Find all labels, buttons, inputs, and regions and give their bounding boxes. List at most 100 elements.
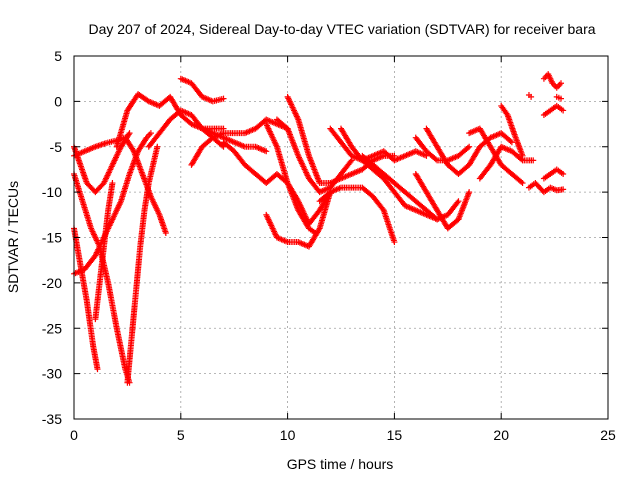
data-point-run bbox=[317, 190, 333, 230]
data-point-run bbox=[141, 181, 152, 212]
data-point-run bbox=[133, 245, 144, 294]
data-point-run bbox=[382, 172, 397, 185]
y-axis-label: SDTVAR / TECUs bbox=[5, 181, 21, 293]
series-track-27 bbox=[498, 102, 526, 159]
data-point-run bbox=[211, 96, 225, 104]
data-point-run bbox=[527, 181, 537, 190]
data-point-run bbox=[275, 117, 290, 131]
data-point-run bbox=[499, 144, 514, 154]
series-track-23 bbox=[423, 125, 515, 177]
data-point-run bbox=[499, 104, 510, 117]
data-point-run bbox=[548, 104, 559, 113]
data-point-run bbox=[125, 92, 141, 113]
data-point-run bbox=[263, 213, 280, 239]
data-point-run bbox=[542, 108, 552, 117]
data-point-run bbox=[446, 153, 460, 163]
series-track-29 bbox=[540, 71, 565, 91]
data-point-run bbox=[424, 126, 440, 149]
data-point-run bbox=[555, 167, 565, 176]
series-track-32 bbox=[540, 166, 567, 182]
data-point-run bbox=[118, 172, 133, 203]
data-point bbox=[391, 239, 398, 246]
data-point-run bbox=[221, 140, 236, 154]
data-point-run bbox=[456, 163, 471, 176]
data-point-run bbox=[424, 190, 440, 212]
data-point-run bbox=[189, 81, 205, 99]
data-point-run bbox=[511, 131, 525, 158]
data-point bbox=[109, 180, 116, 187]
data-point-run bbox=[434, 145, 450, 167]
series-track-31 bbox=[553, 93, 565, 102]
data-point-run bbox=[349, 145, 365, 163]
data-point bbox=[162, 229, 169, 236]
series-track-12 bbox=[199, 125, 270, 155]
data-point-run bbox=[445, 199, 461, 217]
x-tick-label: 10 bbox=[280, 427, 296, 443]
data-point-run bbox=[360, 153, 375, 167]
data-point-run bbox=[96, 245, 107, 285]
data-point-run bbox=[71, 172, 86, 203]
data-point-run bbox=[124, 335, 135, 385]
y-tick-label: 0 bbox=[54, 93, 62, 109]
data-point-run bbox=[403, 190, 418, 204]
data-point-run bbox=[189, 145, 205, 167]
data-point bbox=[560, 170, 567, 177]
data-point-run bbox=[92, 281, 103, 321]
data-point-run bbox=[110, 199, 124, 221]
data-point-run bbox=[545, 72, 555, 85]
series-track-3 bbox=[71, 225, 101, 373]
chart-title: Day 207 of 2024, Sidereal Day-to-day VTE… bbox=[88, 21, 595, 37]
data-point bbox=[94, 366, 101, 373]
data-point-run bbox=[71, 227, 84, 267]
data-point-run bbox=[105, 281, 120, 330]
data-point bbox=[147, 130, 154, 137]
data-point bbox=[560, 107, 567, 114]
data-point-run bbox=[555, 186, 565, 194]
series-track-17 bbox=[284, 93, 398, 187]
data-point-run bbox=[555, 81, 563, 90]
data-point-run bbox=[232, 149, 247, 167]
data-point-run bbox=[264, 117, 279, 127]
data-point-run bbox=[156, 213, 169, 235]
y-tick-label: -20 bbox=[42, 275, 62, 291]
series-track-25 bbox=[466, 125, 526, 187]
data-point-run bbox=[114, 109, 130, 149]
data-point bbox=[220, 95, 227, 102]
series-track-13 bbox=[220, 139, 334, 227]
data-point-run bbox=[477, 126, 493, 149]
data-point-run bbox=[179, 113, 194, 126]
x-tick-label: 20 bbox=[493, 427, 509, 443]
data-point-run bbox=[488, 145, 504, 167]
data-point-run bbox=[392, 190, 408, 208]
data-point-run bbox=[189, 113, 205, 131]
series-track-14 bbox=[263, 121, 319, 236]
data-point-run bbox=[371, 163, 386, 176]
data-point-run bbox=[328, 176, 343, 186]
y-tick-label: -15 bbox=[42, 230, 62, 246]
data-point-run bbox=[285, 95, 301, 122]
data-point-run bbox=[135, 136, 149, 153]
data-point-run bbox=[127, 149, 141, 176]
data-point-run bbox=[307, 176, 322, 194]
data-point-run bbox=[350, 167, 364, 177]
data-point-run bbox=[77, 163, 90, 185]
series-track-28 bbox=[525, 92, 535, 100]
y-tick-label: -5 bbox=[50, 139, 63, 155]
data-point bbox=[560, 186, 567, 193]
data-layer bbox=[71, 71, 567, 386]
data-point-run bbox=[200, 135, 215, 149]
data-point-run bbox=[328, 185, 343, 195]
x-tick-label: 0 bbox=[70, 427, 78, 443]
data-point-run bbox=[296, 239, 311, 249]
y-tick-label: 5 bbox=[54, 48, 62, 64]
series-track-18 bbox=[316, 184, 398, 246]
data-point-run bbox=[510, 149, 525, 163]
series-track-6 bbox=[92, 180, 116, 323]
data-point bbox=[126, 130, 133, 137]
grid bbox=[74, 56, 608, 419]
data-point bbox=[508, 139, 515, 146]
data-point-run bbox=[285, 127, 301, 158]
data-point-run bbox=[328, 126, 343, 144]
data-point-run bbox=[93, 181, 106, 194]
data-point-run bbox=[403, 148, 418, 159]
